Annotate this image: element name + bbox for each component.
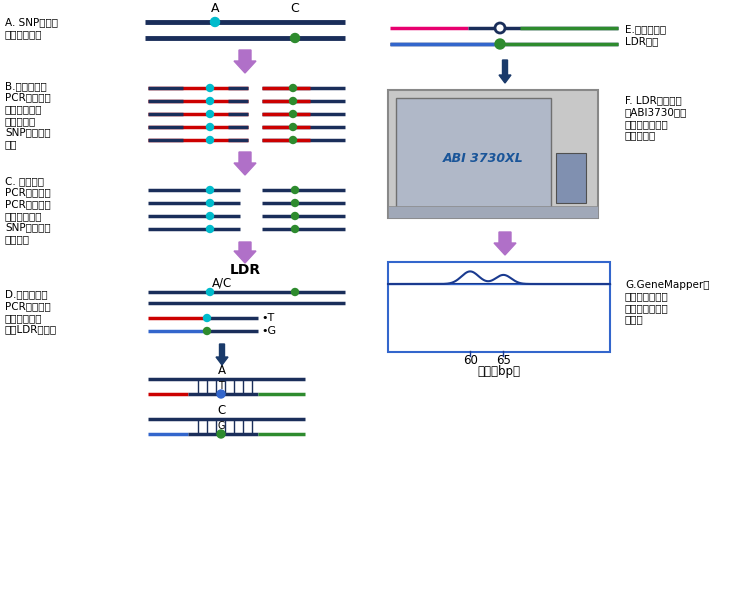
Circle shape bbox=[292, 200, 298, 206]
Circle shape bbox=[292, 212, 298, 219]
Circle shape bbox=[292, 289, 298, 295]
Text: T: T bbox=[218, 381, 224, 391]
Circle shape bbox=[204, 314, 210, 322]
Circle shape bbox=[207, 136, 213, 144]
Circle shape bbox=[290, 98, 296, 104]
Bar bbox=[388, 206, 598, 218]
Circle shape bbox=[217, 390, 225, 398]
Text: C. 多重巢式
PCR以上一步
PCR产物为模
板特异性扩增
SNP侧翼小片
段序列。: C. 多重巢式 PCR以上一步 PCR产物为模 板特异性扩增 SNP侧翼小片 段… bbox=[5, 176, 51, 244]
Circle shape bbox=[217, 430, 225, 438]
Circle shape bbox=[207, 200, 213, 206]
Text: 60: 60 bbox=[463, 354, 478, 368]
Circle shape bbox=[290, 136, 296, 144]
Bar bbox=[388, 262, 610, 352]
Text: C: C bbox=[290, 2, 299, 15]
Circle shape bbox=[290, 85, 296, 91]
Circle shape bbox=[207, 225, 213, 233]
Circle shape bbox=[290, 123, 296, 131]
Text: A/C: A/C bbox=[212, 276, 232, 289]
Text: G.GeneMapper读
数，根据片段大
小区分不同等位
基因。: G.GeneMapper读 数，根据片段大 小区分不同等位 基因。 bbox=[625, 279, 709, 324]
Bar bbox=[396, 98, 551, 210]
Circle shape bbox=[290, 34, 299, 42]
FancyArrow shape bbox=[494, 232, 516, 255]
Text: 长度（bp）: 长度（bp） bbox=[478, 365, 520, 378]
Bar bbox=[388, 90, 598, 218]
Text: A: A bbox=[211, 2, 219, 15]
Circle shape bbox=[207, 212, 213, 219]
Circle shape bbox=[210, 18, 220, 26]
Bar bbox=[556, 153, 586, 203]
Text: E.长度不同的
LDR产物: E.长度不同的 LDR产物 bbox=[625, 24, 666, 46]
Text: F. LDR反应产物
在ABI3730基因
测序仪上进行毛
细管电泳。: F. LDR反应产物 在ABI3730基因 测序仪上进行毛 细管电泳。 bbox=[625, 96, 687, 141]
Circle shape bbox=[207, 187, 213, 193]
Text: A: A bbox=[218, 363, 226, 376]
Text: D.以多重巢式
PCR扩增产物
为模板，进行
多重LDR反应。: D.以多重巢式 PCR扩增产物 为模板，进行 多重LDR反应。 bbox=[5, 290, 57, 335]
FancyArrow shape bbox=[234, 242, 256, 263]
Circle shape bbox=[290, 111, 296, 117]
Circle shape bbox=[207, 123, 213, 131]
FancyArrow shape bbox=[234, 50, 256, 73]
Circle shape bbox=[207, 85, 213, 91]
Text: B.多重长片段
PCR跨越高同
源区段，实现
特异性扩增
SNP位点侧翼
序列: B.多重长片段 PCR跨越高同 源区段，实现 特异性扩增 SNP位点侧翼 序列 bbox=[5, 81, 51, 149]
Circle shape bbox=[207, 98, 213, 104]
Circle shape bbox=[207, 289, 213, 295]
Text: G: G bbox=[218, 421, 225, 431]
FancyArrow shape bbox=[499, 60, 511, 83]
Text: •G: •G bbox=[261, 326, 276, 336]
Text: A. SNP位点的
两个等位基因: A. SNP位点的 两个等位基因 bbox=[5, 17, 58, 39]
Text: LDR: LDR bbox=[229, 263, 261, 277]
Circle shape bbox=[292, 225, 298, 233]
FancyArrow shape bbox=[216, 344, 228, 365]
Circle shape bbox=[495, 39, 505, 49]
Circle shape bbox=[207, 111, 213, 117]
Text: C: C bbox=[218, 403, 226, 416]
Text: 65: 65 bbox=[496, 354, 511, 368]
Text: •T: •T bbox=[261, 313, 274, 323]
Text: ABI 3730XL: ABI 3730XL bbox=[442, 152, 523, 166]
Circle shape bbox=[292, 187, 298, 193]
Circle shape bbox=[495, 23, 505, 33]
Circle shape bbox=[204, 327, 210, 335]
FancyArrow shape bbox=[234, 152, 256, 175]
